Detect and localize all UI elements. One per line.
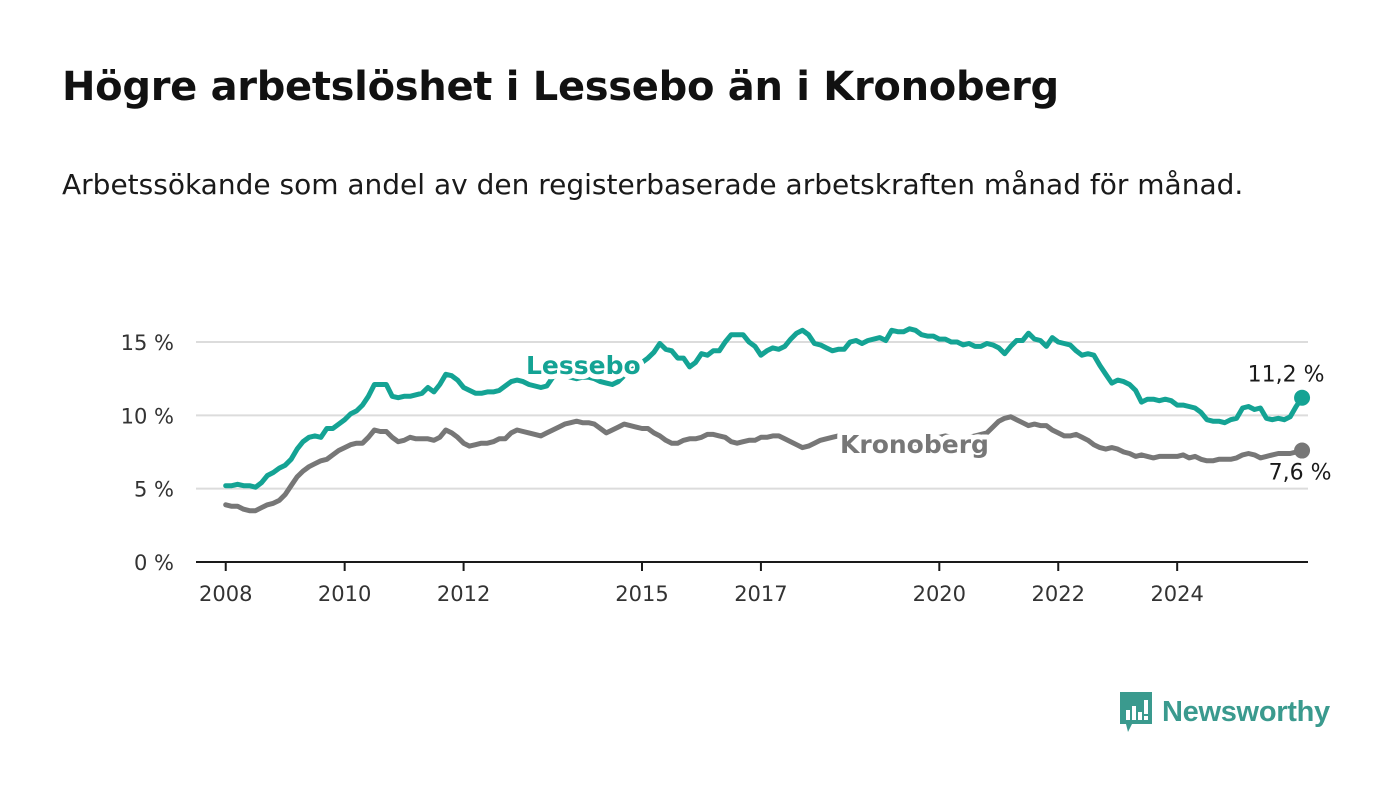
x-tick-label: 2015 bbox=[615, 582, 668, 606]
series-line-kronoberg bbox=[223, 414, 1305, 514]
y-tick-label: 10 % bbox=[121, 404, 174, 428]
brand-name: Newsworthy bbox=[1162, 695, 1330, 728]
y-tick-label: 15 % bbox=[121, 331, 174, 355]
series-label-halo: Lessebo bbox=[526, 351, 641, 380]
series-label-lessebo: Lessebo bbox=[526, 351, 641, 380]
x-axis: 2008 2010 2012 2015 2017 2020 2022 2024 bbox=[196, 561, 1308, 606]
series-label-kronoberg: Kronoberg bbox=[840, 430, 989, 459]
y-tick-label: 5 % bbox=[134, 478, 174, 502]
chart-title: Högre arbetslöshet i Lessebo än i Kronob… bbox=[62, 64, 1059, 110]
x-tick-label: 2024 bbox=[1150, 582, 1203, 606]
x-tick-label: 2017 bbox=[734, 582, 787, 606]
x-tick-label: 2008 bbox=[199, 582, 252, 606]
newsworthy-logo: Newsworthy bbox=[1118, 690, 1330, 734]
y-tick-label: 0 % bbox=[134, 551, 174, 575]
end-point-lessebo bbox=[1294, 389, 1311, 406]
series-label-halo: Kronoberg bbox=[840, 430, 989, 459]
chart-subtitle: Arbetssökande som andel av den registerb… bbox=[62, 168, 1244, 201]
gridlines bbox=[196, 341, 1308, 490]
end-label-kronoberg: 7,6 % bbox=[1269, 461, 1332, 486]
y-axis-ticks: 0 % 5 % 10 % 15 % bbox=[121, 331, 174, 575]
series-lines bbox=[223, 326, 1311, 514]
x-tick-label: 2020 bbox=[913, 582, 966, 606]
x-tick-label: 2012 bbox=[437, 582, 490, 606]
newsworthy-logo-icon bbox=[1120, 692, 1152, 732]
x-tick-label: 2022 bbox=[1032, 582, 1085, 606]
end-label-lessebo: 11,2 % bbox=[1248, 363, 1325, 388]
end-point-kronoberg bbox=[1294, 442, 1311, 459]
series-line-lessebo bbox=[223, 326, 1305, 490]
x-tick-label: 2010 bbox=[318, 582, 371, 606]
